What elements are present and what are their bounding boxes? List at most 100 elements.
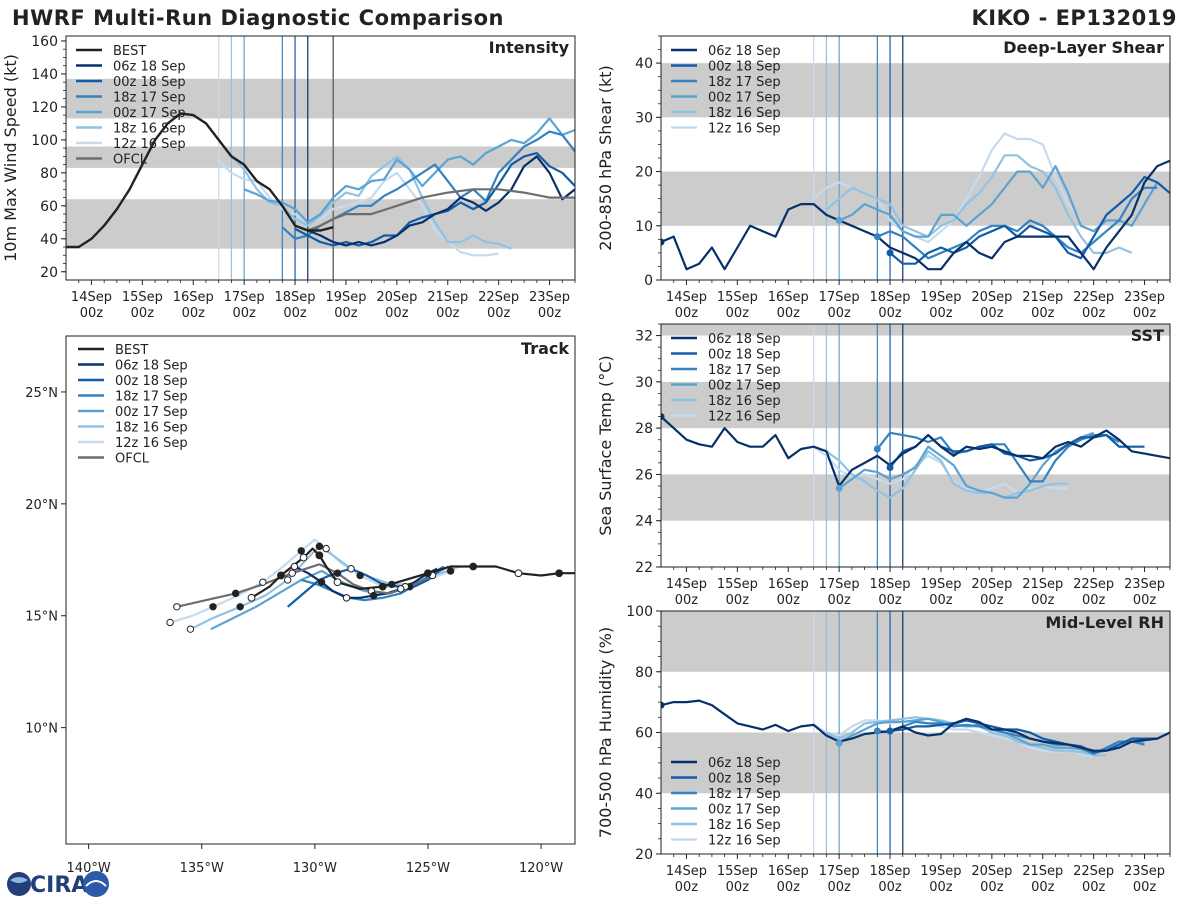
rh-xtick-hour: 00z xyxy=(827,880,851,895)
shear-xtick-date: 16Sep xyxy=(768,290,809,305)
rh-xtick-date: 18Sep xyxy=(870,864,911,879)
shear-xtick-hour: 00z xyxy=(980,306,1004,321)
shear-init-marker xyxy=(886,249,894,257)
shear-legend-label-00z-17-sep: 00z 17 Sep xyxy=(708,91,781,106)
intensity-xtick-date: 21Sep xyxy=(427,290,468,305)
shear-series-00z-18-sep xyxy=(889,175,1170,265)
track-forecast-position xyxy=(322,544,330,553)
track-forecast-position xyxy=(166,618,174,627)
shear-legend-label-18z-17-sep: 18z 17 Sep xyxy=(708,75,781,90)
shear-init-marker xyxy=(835,216,843,224)
sst-xtick-hour: 00z xyxy=(929,593,953,608)
sst-xtick-date: 20Sep xyxy=(971,577,1012,592)
logo-seal-icon xyxy=(83,871,109,897)
track-best-position xyxy=(315,551,324,560)
intensity-series-18z-16-sep xyxy=(230,155,512,250)
intensity-xtick-hour: 00z xyxy=(436,306,460,321)
track-forecast-position xyxy=(315,542,324,551)
sst-series-06z-18-sep xyxy=(661,415,1170,488)
shear-title: Deep-Layer Shear xyxy=(1003,38,1164,57)
shear-xtick-hour: 00z xyxy=(929,306,953,321)
rh-xtick-hour: 00z xyxy=(675,880,699,895)
sst-xtick-date: 18Sep xyxy=(870,577,911,592)
sst-init-marker xyxy=(835,484,843,492)
figure-title: HWRF Multi-Run Diagnostic Comparison xyxy=(12,6,505,30)
shear-ylabel: 200-850 hPa Shear (kt) xyxy=(596,65,615,251)
shear-xtick-date: 15Sep xyxy=(717,290,758,305)
shear-band xyxy=(661,63,1170,118)
track-panel: 140°W 135°W 130°W 125°W 120°W10°N15°N20°N25°… xyxy=(25,335,576,876)
track-legend-label-18z-17-sep: 18z 17 Sep xyxy=(115,390,188,405)
shear-band xyxy=(661,171,1170,226)
track-forecast-position xyxy=(236,603,244,611)
rh-xtick-hour: 00z xyxy=(777,880,801,895)
track-xtick-label: 125°W xyxy=(406,861,450,876)
sst-xtick-hour: 00z xyxy=(675,593,699,608)
sst-init-marker xyxy=(886,463,894,471)
sst-xtick-date: 21Sep xyxy=(1022,577,1063,592)
intensity-ytick-label: 80 xyxy=(40,166,58,182)
intensity-xtick-hour: 00z xyxy=(538,306,562,321)
track-forecast-position xyxy=(424,569,432,577)
shear-series-18z-17-sep xyxy=(876,186,1158,260)
rh-init-marker xyxy=(886,727,894,735)
intensity-series-ofcl xyxy=(307,188,575,232)
sst-band xyxy=(661,381,1170,429)
track-legend-label-18z-16-sep: 18z 16 Sep xyxy=(115,421,188,436)
track-ytick-label: 15°N xyxy=(25,610,58,625)
intensity-xtick-date: 14Sep xyxy=(71,290,112,305)
intensity-xtick-date: 19Sep xyxy=(325,290,366,305)
track-legend-label-06z-18-sep: 06z 18 Sep xyxy=(115,359,188,374)
intensity-xtick-hour: 00z xyxy=(182,306,206,321)
track-frame xyxy=(65,335,576,845)
sst-ytick-label: 30 xyxy=(635,375,653,391)
shear-xtick-date: 19Sep xyxy=(920,290,961,305)
rh-panel: 2040608010014Sep00z15Sep00z16Sep00z17Sep… xyxy=(596,604,1171,895)
track-ytick-label: 20°N xyxy=(25,498,58,513)
rh-legend-label-18z-16-sep: 18z 16 Sep xyxy=(708,818,781,833)
shear-ytick-label: 40 xyxy=(635,56,653,72)
rh-xtick-hour: 00z xyxy=(1133,880,1157,895)
sst-ytick-label: 22 xyxy=(635,560,653,576)
logo-text: CIRA xyxy=(30,873,88,898)
intensity-legend-label-00z-17-sep: 00z 17 Sep xyxy=(113,106,186,121)
rh-xtick-date: 23Sep xyxy=(1124,864,1165,879)
rh-xtick-hour: 00z xyxy=(929,880,953,895)
rh-ytick-label: 100 xyxy=(626,604,653,620)
intensity-xtick-date: 17Sep xyxy=(224,290,265,305)
intensity-band xyxy=(66,78,575,119)
track-xtick-label: 135°W xyxy=(180,861,224,876)
track-forecast-position xyxy=(186,625,195,633)
intensity-ytick-label: 140 xyxy=(31,67,58,83)
intensity-ytick-label: 60 xyxy=(40,199,58,215)
rh-xtick-date: 17Sep xyxy=(819,864,860,879)
track-forecast-position xyxy=(259,578,267,586)
track-legend-label-12z-16-sep: 12z 16 Sep xyxy=(115,436,188,451)
rh-band xyxy=(661,611,1170,672)
track-forecast-position xyxy=(290,562,299,571)
rh-init-marker xyxy=(661,701,665,709)
track-forecast-position xyxy=(209,603,217,611)
track-xtick-label: 120°W xyxy=(519,861,563,876)
sst-xtick-date: 22Sep xyxy=(1073,577,1114,592)
sst-xtick-hour: 00z xyxy=(1031,593,1055,608)
rh-init-marker xyxy=(835,739,843,747)
rh-legend-label-06z-18-sep: 06z 18 Sep xyxy=(708,756,781,771)
track-forecast-position xyxy=(317,578,326,586)
rh-band xyxy=(661,732,1170,794)
rh-xtick-date: 14Sep xyxy=(666,864,707,879)
intensity-legend-label-18z-17-sep: 18z 17 Sep xyxy=(113,91,186,106)
shear-ytick-label: 20 xyxy=(635,165,653,181)
sst-legend-label-00z-18-sep: 00z 18 Sep xyxy=(708,348,781,363)
sst-xtick-date: 15Sep xyxy=(717,577,758,592)
rh-series-00z-18-sep xyxy=(889,719,1158,754)
rh-title: Mid-Level RH xyxy=(1045,613,1164,632)
sst-xtick-date: 19Sep xyxy=(920,577,961,592)
sst-legend-label-12z-16-sep: 12z 16 Sep xyxy=(708,410,781,425)
shear-legend-label-12z-16-sep: 12z 16 Sep xyxy=(708,122,781,137)
shear-xtick-hour: 00z xyxy=(878,306,902,321)
sst-init-marker xyxy=(661,413,665,421)
shear-plot-area xyxy=(661,36,1170,280)
intensity-xtick-date: 18Sep xyxy=(275,290,316,305)
sst-legend-label-18z-16-sep: 18z 16 Sep xyxy=(708,394,781,409)
